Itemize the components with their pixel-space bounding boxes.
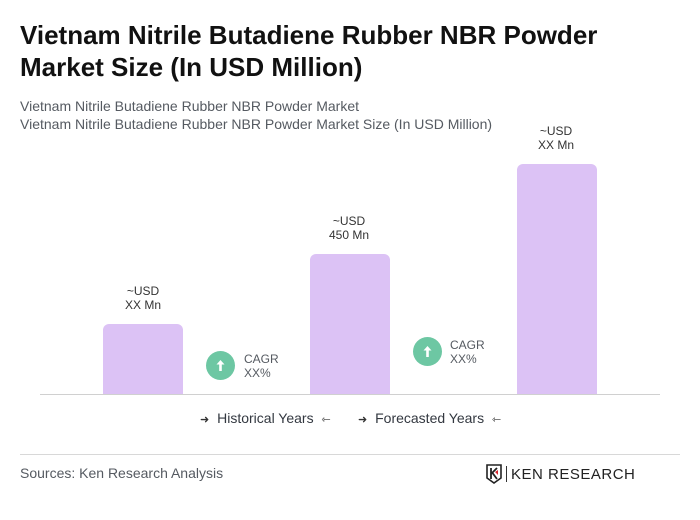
arrow-right-icon: ➜ — [358, 414, 368, 426]
cagr-value: XX% — [450, 352, 477, 366]
legend-forecasted-label: Forecasted Years — [375, 410, 485, 426]
bar-label-line: ~USD — [332, 214, 366, 228]
bar-value-label: ~USD XX Mn — [506, 124, 606, 152]
bar-label-value: 450 Mn — [328, 228, 370, 242]
cagr-label: CAGR — [244, 352, 279, 366]
source-note: Sources: Ken Research Analysis — [20, 465, 224, 481]
bar-label-line: ~USD — [126, 284, 160, 298]
bar-forecast-end — [517, 164, 597, 394]
ken-research-logo-icon — [486, 464, 502, 484]
arrow-right-icon: ➜ — [200, 414, 210, 426]
arrow-left-icon: ⇽ — [321, 414, 331, 426]
cagr-annotation: CAGR XX% — [244, 352, 279, 380]
cagr-up-arrow-icon — [206, 351, 235, 380]
bar-historical-start — [103, 324, 183, 394]
legend-historical: ➜ Historical Years ⇽ — [200, 410, 331, 428]
cagr-value: XX% — [244, 366, 271, 380]
cagr-label: CAGR — [450, 338, 485, 352]
arrow-left-icon: ⇽ — [491, 414, 502, 426]
ken-research-logo: KEN RESEARCH — [486, 464, 635, 484]
chart-subtitle: Vietnam Nitrile Butadiene Rubber NBR Pow… — [20, 98, 360, 114]
bar-label-value: XX Mn — [124, 298, 161, 312]
bar-historical-end — [310, 254, 390, 394]
logo-separator — [506, 466, 507, 482]
bar-value-label: ~USD 450 Mn — [299, 214, 399, 242]
cagr-up-arrow-icon — [413, 337, 442, 366]
logo-text: KEN RESEARCH — [511, 465, 636, 483]
page-title: Vietnam Nitrile Butadiene Rubber NBR Pow… — [20, 20, 598, 82]
cagr-annotation: CAGR XX% — [450, 338, 485, 366]
x-axis-line — [40, 394, 660, 395]
bar-label-value: XX Mn — [537, 138, 574, 152]
legend-historical-label: Historical Years — [217, 410, 314, 426]
bar-value-label: ~USD XX Mn — [93, 284, 193, 312]
legend-forecasted: ➜ Forecasted Years ⇽ — [358, 410, 501, 428]
footer-divider — [20, 454, 680, 455]
bar-label-line: ~USD — [539, 124, 573, 138]
chart-subtitle-units: Vietnam Nitrile Butadiene Rubber NBR Pow… — [20, 116, 493, 132]
